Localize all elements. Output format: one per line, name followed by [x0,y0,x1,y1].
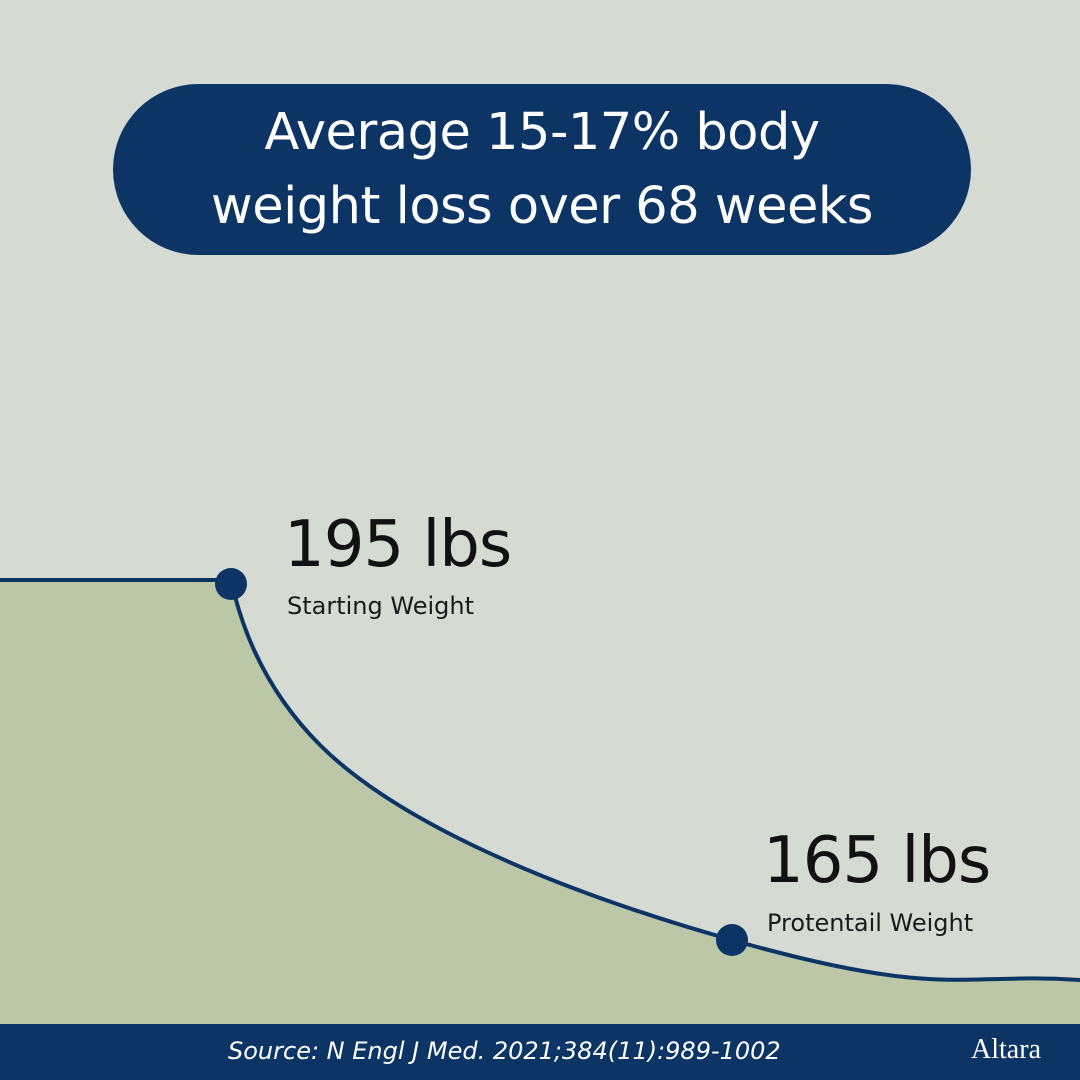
brand-logo: Altara [971,1034,1041,1065]
starting-weight-value: 195 lbs [284,508,512,582]
potential-weight-caption: Protentail Weight [767,909,974,937]
potential-weight-marker [716,924,748,956]
weight-area-fill [0,580,1080,1024]
weight-curve-line [0,578,1080,982]
headline-line-2: weight loss over 68 weeks [210,176,874,236]
headline-line-1: Average 15-17% body [264,102,820,162]
starting-weight-marker [215,568,247,600]
headline-banner: Average 15-17% body weight loss over 68 … [113,84,971,255]
potential-weight-value: 165 lbs [763,824,991,898]
source-citation: Source: N Engl J Med. 2021;384(11):989-1… [228,1037,781,1065]
starting-weight-caption: Starting Weight [287,592,474,620]
footer-bar: Source: N Engl J Med. 2021;384(11):989-1… [0,1024,1080,1080]
